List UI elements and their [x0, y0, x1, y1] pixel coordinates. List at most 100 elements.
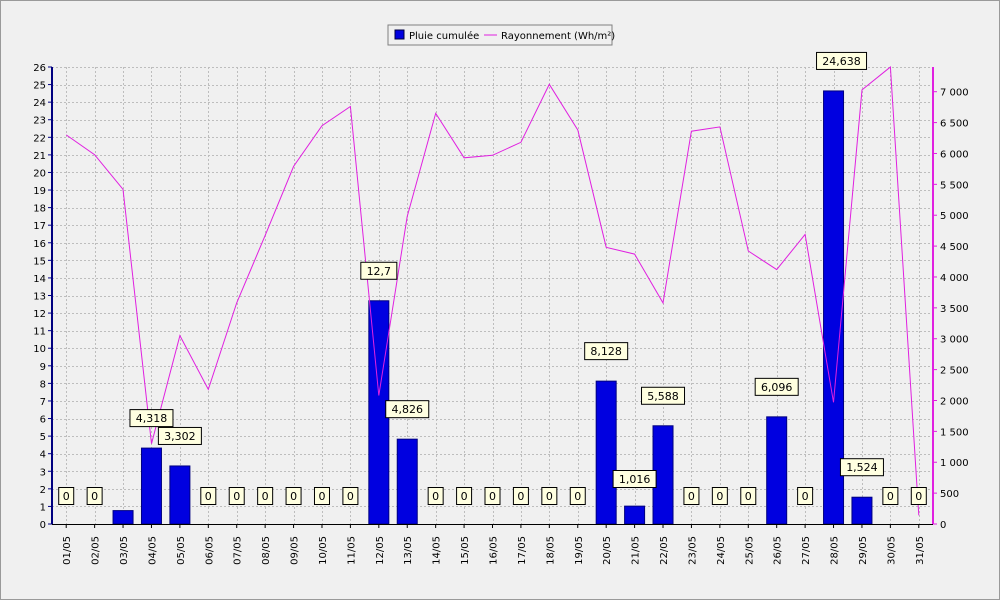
data-label: 0 — [262, 490, 269, 503]
data-label-box — [910, 487, 927, 505]
data-label-box — [584, 342, 629, 361]
data-label-box — [711, 487, 728, 505]
x-tick-label: 18/05 — [545, 536, 556, 565]
left-tick-label: 20 — [33, 168, 46, 179]
data-label-box — [257, 487, 274, 505]
data-label: 0 — [318, 490, 325, 503]
right-tick-label: 4 500 — [940, 242, 969, 253]
data-label: 0 — [91, 490, 98, 503]
left-tick-label: 0 — [40, 520, 46, 531]
legend-box — [387, 24, 613, 46]
data-label-box — [157, 426, 202, 445]
line-series-rayonnement — [65, 66, 920, 516]
left-tick-label: 19 — [33, 186, 46, 197]
left-axis-ticks: 0123456789101112131415161718192021222324… — [33, 63, 52, 531]
x-tick-label: 21/05 — [631, 536, 642, 565]
x-tick-label: 28/05 — [830, 536, 841, 565]
data-label: 0 — [489, 490, 496, 503]
x-tick-label: 24/05 — [716, 536, 727, 565]
x-tick-label: 29/05 — [858, 536, 869, 565]
right-tick-label: 3 500 — [940, 304, 969, 315]
plot-area — [52, 67, 933, 524]
x-tick-label: 03/05 — [119, 536, 130, 565]
bar — [624, 505, 646, 525]
left-tick-label: 25 — [33, 81, 46, 92]
x-tick-label: 31/05 — [915, 536, 926, 565]
x-tick-label: 09/05 — [290, 536, 301, 565]
x-tick-label: 23/05 — [687, 536, 698, 565]
bar — [851, 496, 873, 525]
data-label-box — [797, 487, 814, 505]
x-tick-label: 25/05 — [744, 536, 755, 565]
data-label-box — [86, 487, 103, 505]
right-tick-label: 6 000 — [940, 149, 969, 160]
left-tick-label: 15 — [33, 256, 46, 267]
data-label: 3,302 — [164, 430, 196, 443]
x-tick-label: 02/05 — [91, 536, 102, 565]
data-label-box — [484, 487, 501, 505]
bar — [595, 380, 617, 525]
data-label: 4,318 — [136, 412, 168, 425]
data-label: 12,7 — [367, 265, 392, 278]
left-tick-label: 18 — [33, 204, 46, 215]
data-label-box — [512, 487, 529, 505]
data-label: 0 — [63, 490, 70, 503]
right-tick-label: 5 000 — [940, 211, 969, 222]
data-label: 0 — [915, 490, 922, 503]
bar — [396, 438, 418, 525]
left-tick-label: 1 — [40, 502, 46, 513]
data-label: 0 — [461, 490, 468, 503]
data-label-box — [385, 400, 430, 419]
right-tick-label: 4 000 — [940, 273, 969, 284]
bar — [140, 447, 162, 525]
x-tick-label: 16/05 — [489, 536, 500, 565]
right-tick-label: 2 500 — [940, 366, 969, 377]
right-tick-label: 7 000 — [940, 88, 969, 99]
left-tick-label: 14 — [33, 274, 46, 285]
right-tick-label: 500 — [940, 489, 959, 500]
left-tick-label: 5 — [40, 432, 46, 443]
data-label: 0 — [716, 490, 723, 503]
right-tick-label: 6 500 — [940, 119, 969, 130]
data-label-box — [754, 377, 799, 396]
left-tick-label: 23 — [33, 116, 46, 127]
bar — [169, 465, 191, 525]
x-tick-label: 20/05 — [602, 536, 613, 565]
data-label: 0 — [290, 490, 297, 503]
data-label-box — [342, 487, 359, 505]
left-tick-label: 16 — [33, 239, 46, 250]
data-label: 0 — [205, 490, 212, 503]
right-axis-ticks: 0 500 1 000 1 500 2 000 2 500 3 000 3 500 4 000 4… — [933, 88, 969, 531]
data-label: 5,588 — [647, 390, 679, 403]
right-tick-label: 1 500 — [940, 427, 969, 438]
legend: Pluie cumulée Rayonnement (Wh/m²) — [387, 24, 615, 46]
data-label-box — [360, 261, 398, 280]
data-label: 0 — [688, 490, 695, 503]
right-tick-label: 2 000 — [940, 396, 969, 407]
data-label-box — [641, 386, 686, 405]
left-tick-label: 2 — [40, 485, 46, 496]
data-label-box — [427, 487, 444, 505]
right-tick-label: 5 500 — [940, 180, 969, 191]
left-tick-label: 21 — [33, 151, 46, 162]
x-tick-label: 05/05 — [176, 536, 187, 565]
data-label: 0 — [802, 490, 809, 503]
data-label-box — [313, 487, 330, 505]
x-tick-label: 08/05 — [261, 536, 272, 565]
left-tick-label: 10 — [33, 344, 46, 355]
data-label: 8,128 — [590, 345, 622, 358]
data-label-box — [285, 487, 302, 505]
data-label-box — [456, 487, 473, 505]
data-label: 0 — [546, 490, 553, 503]
x-tick-label: 07/05 — [233, 536, 244, 565]
x-tick-label: 01/05 — [62, 536, 73, 565]
data-label: 0 — [574, 490, 581, 503]
x-tick-label: 22/05 — [659, 536, 670, 565]
data-label: 1,016 — [619, 473, 651, 486]
left-tick-label: 17 — [33, 221, 46, 232]
x-tick-label: 12/05 — [375, 536, 386, 565]
data-label-box — [683, 487, 700, 505]
data-label-box — [58, 487, 75, 505]
x-tick-label: 17/05 — [517, 536, 528, 565]
